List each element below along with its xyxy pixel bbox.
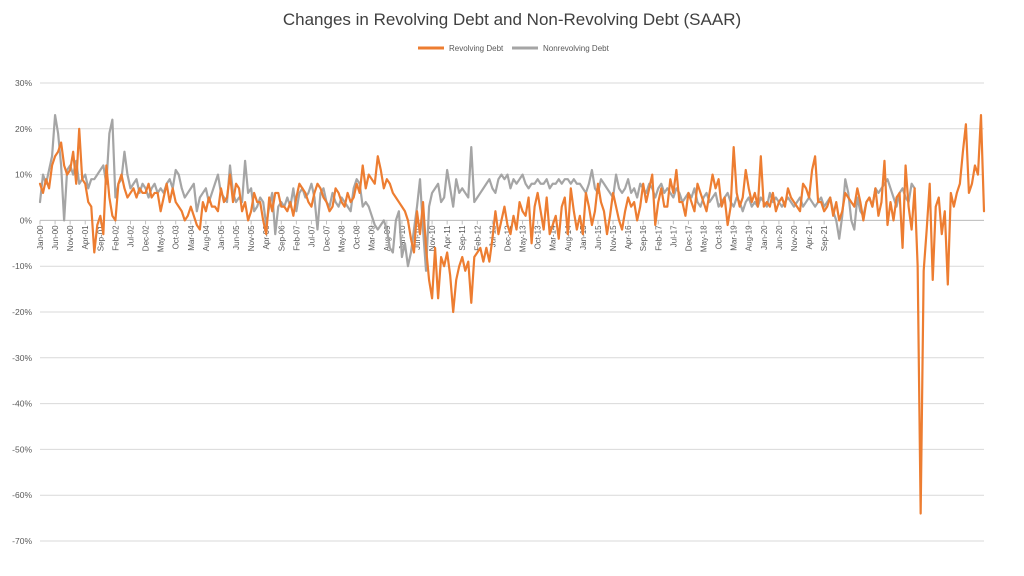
x-tick-label: Apr-16 xyxy=(624,225,633,250)
x-tick-label: Apr-11 xyxy=(443,225,452,249)
series-line-nonrevolving xyxy=(38,113,916,272)
x-tick-label: Nov-10 xyxy=(428,225,437,251)
x-tick-label: Oct-03 xyxy=(172,225,181,250)
x-tick-label: Oct-18 xyxy=(715,225,724,250)
x-tick-label: Apr-06 xyxy=(262,225,271,250)
x-tick-label: Feb-17 xyxy=(654,225,663,251)
x-tick-label: Nov-20 xyxy=(790,225,799,251)
x-tick-label: Dec-07 xyxy=(323,225,332,251)
x-tick-label: May-18 xyxy=(700,225,709,252)
x-tick-label: Jan-10 xyxy=(398,225,407,250)
x-tick-label: Feb-07 xyxy=(292,225,301,251)
y-tick-label: 20% xyxy=(15,124,32,134)
plot-lines xyxy=(38,113,986,515)
x-tick-label: Jun-00 xyxy=(51,225,60,250)
x-tick-label: Jun-20 xyxy=(775,225,784,250)
y-tick-label: -10% xyxy=(12,261,32,271)
gridlines xyxy=(40,82,984,542)
x-tick-label: Dec-12 xyxy=(503,225,512,251)
y-tick-label: 30% xyxy=(15,78,32,88)
x-tick-label: Oct-08 xyxy=(353,225,362,250)
x-tick-label: Aug-19 xyxy=(745,225,754,251)
y-tick-label: 0% xyxy=(20,215,33,225)
y-axis-tick-labels: 30% 20% 10% 0% -10% -20% -30% -40% -50% -60% -70% xyxy=(12,78,32,546)
x-tick-label: Jan-00 xyxy=(36,225,45,250)
x-tick-label: Jun-05 xyxy=(232,225,241,250)
x-tick-label: Sep-16 xyxy=(639,225,648,251)
y-tick-label: -60% xyxy=(12,490,32,500)
x-tick-label: Mar-19 xyxy=(730,225,739,251)
x-tick-label: Sep-06 xyxy=(277,225,286,251)
y-tick-label: 10% xyxy=(15,170,32,180)
x-tick-label: Oct-13 xyxy=(534,225,543,250)
y-tick-label: -50% xyxy=(12,444,32,454)
legend: Revolving Debt Nonrevolving Debt xyxy=(418,44,610,53)
x-tick-label: Jan-15 xyxy=(579,225,588,250)
x-tick-label: Jun-10 xyxy=(413,225,422,250)
x-tick-label: Nov-05 xyxy=(247,225,256,251)
legend-label-revolving: Revolving Debt xyxy=(449,44,504,53)
x-tick-label: Jul-02 xyxy=(126,225,135,247)
y-tick-label: -20% xyxy=(12,307,32,317)
y-tick-label: -70% xyxy=(12,536,32,546)
x-tick-label: Sep-01 xyxy=(96,225,105,251)
x-tick-label: Aug-14 xyxy=(564,225,573,251)
x-tick-label: Feb-02 xyxy=(111,225,120,251)
x-tick-label: Mar-04 xyxy=(187,225,196,251)
y-tick-label: -40% xyxy=(12,399,32,409)
x-tick-label: Jun-15 xyxy=(594,225,603,250)
x-tick-label: Feb-12 xyxy=(473,225,482,251)
x-tick-label: Jan-20 xyxy=(760,225,769,250)
x-tick-label: Dec-02 xyxy=(142,225,151,251)
x-tick-label: Sep-11 xyxy=(458,225,467,251)
x-tick-label: Jul-07 xyxy=(307,225,316,247)
x-tick-label: Jul-17 xyxy=(669,225,678,247)
x-tick-label: Dec-17 xyxy=(684,225,693,251)
x-tick-label: Mar-09 xyxy=(368,225,377,251)
x-tick-label: Apr-21 xyxy=(805,225,814,250)
x-tick-label: May-03 xyxy=(157,225,166,252)
x-tick-label: Aug-04 xyxy=(202,225,211,251)
x-axis-tick-labels: Jan-00 Jun-00 Nov-00 Apr-01 Sep-01 Feb-02 Jul-… xyxy=(36,225,829,252)
x-tick-label: May-08 xyxy=(338,225,347,252)
x-tick-label: Sep-21 xyxy=(820,225,829,251)
x-tick-label: Apr-01 xyxy=(81,225,90,250)
x-tick-label: Nov-15 xyxy=(609,225,618,251)
x-tick-label: May-13 xyxy=(519,225,528,252)
chart-title: Changes in Revolving Debt and Non-Revolv… xyxy=(283,10,741,29)
legend-label-nonrevolving: Nonrevolving Debt xyxy=(543,44,610,53)
series-line-revolving xyxy=(38,113,986,515)
y-tick-label: -30% xyxy=(12,353,32,363)
x-tick-label: Jan-05 xyxy=(217,225,226,250)
x-tick-label: Nov-00 xyxy=(66,225,75,251)
x-tick-label: Mar-14 xyxy=(549,225,558,251)
